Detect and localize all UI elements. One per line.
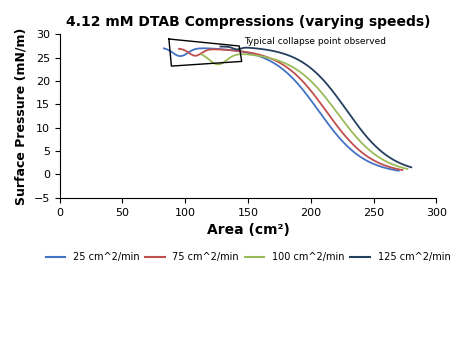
Title: 4.12 mM DTAB Compressions (varying speeds): 4.12 mM DTAB Compressions (varying speed… (66, 15, 430, 29)
X-axis label: Area (cm²): Area (cm²) (207, 223, 290, 237)
Y-axis label: Surface Pressure (mN/m): Surface Pressure (mN/m) (15, 28, 28, 205)
Text: Typical collapse point observed: Typical collapse point observed (244, 37, 386, 46)
Legend: 25 cm^2/min, 75 cm^2/min, 100 cm^2/min, 125 cm^2/min: 25 cm^2/min, 75 cm^2/min, 100 cm^2/min, … (42, 248, 455, 266)
